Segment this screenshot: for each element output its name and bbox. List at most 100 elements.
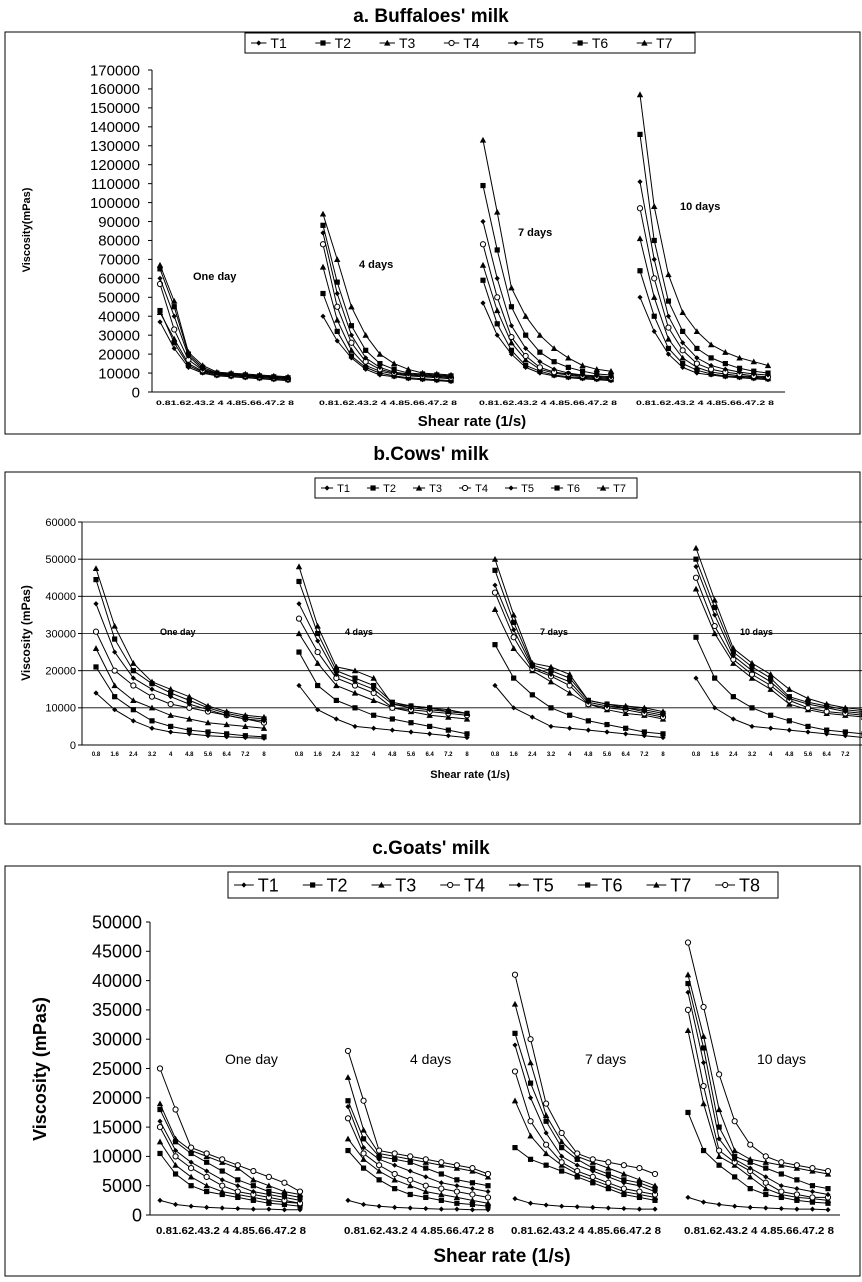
data-point-t3 [636, 235, 644, 242]
legend-label-t8: T8 [739, 875, 760, 895]
data-point-t4 [809, 1194, 816, 1201]
y-tick-label: 120000 [90, 157, 140, 174]
data-point-t6 [665, 298, 672, 304]
data-point-t7 [344, 1074, 352, 1080]
data-point-t2 [512, 1145, 518, 1151]
data-point-t5 [794, 1186, 800, 1192]
series-line-t5 [687, 992, 829, 1195]
data-point-t5 [345, 1103, 351, 1110]
x-tick-label: 5.6 [603, 752, 612, 758]
data-point-t5 [527, 1095, 534, 1101]
data-point-t2 [529, 692, 535, 698]
data-point-t6 [765, 370, 771, 376]
data-point-t1 [637, 294, 643, 300]
data-point-t4 [479, 241, 487, 248]
y-tick-label: 90000 [98, 214, 140, 231]
series-line-t4 [159, 1126, 301, 1204]
data-point-t7 [715, 1106, 723, 1113]
data-point-t3 [156, 309, 164, 316]
data-point-t8 [407, 1153, 414, 1160]
data-point-t5 [708, 362, 714, 369]
data-point-t2 [652, 1197, 658, 1203]
data-point-t1 [112, 707, 118, 713]
data-point-t7 [508, 284, 515, 291]
data-point-t8 [438, 1159, 445, 1166]
data-point-t2 [168, 723, 174, 730]
y-tick-label: 80000 [98, 233, 140, 250]
legend-label-t6: T6 [602, 875, 623, 895]
data-point-t6 [685, 980, 691, 987]
x-axis-title: Shear rate (1/s) [430, 769, 510, 781]
data-point-t6 [438, 1171, 444, 1177]
series-line-t4 [687, 1009, 828, 1198]
data-point-t7 [270, 372, 277, 379]
data-point-t5 [492, 582, 498, 588]
data-point-t6 [363, 347, 369, 353]
data-point-t7 [603, 700, 611, 707]
data-point-t4 [469, 1191, 476, 1198]
legend-label-t1: T1 [258, 875, 279, 895]
x-tick-label: 8 [465, 752, 469, 758]
data-point-t1 [320, 313, 326, 319]
data-point-t7 [167, 686, 174, 692]
series-line-t4 [482, 244, 612, 379]
data-point-t7 [651, 1182, 659, 1189]
data-point-t2 [219, 1191, 225, 1198]
group-label: 7 days [518, 227, 552, 239]
legend-label-t1: T1 [337, 483, 350, 495]
data-point-t6 [296, 578, 302, 585]
data-point-t7 [351, 667, 359, 674]
data-point-t3 [204, 719, 212, 726]
x-tick-label: 6.4 [621, 752, 630, 758]
data-point-t1 [157, 1197, 163, 1203]
group-label: One day [225, 1051, 278, 1067]
series-line-t2 [514, 1147, 656, 1201]
data-point-t7 [111, 622, 118, 629]
data-point-t1 [224, 734, 230, 740]
data-point-t1 [281, 1207, 288, 1213]
series-line-t2 [159, 310, 289, 381]
data-point-t6 [168, 690, 174, 696]
data-point-t1 [205, 733, 211, 739]
data-point-t4 [203, 1173, 210, 1181]
data-point-t2 [376, 1177, 382, 1183]
data-point-t7 [736, 354, 743, 361]
data-point-t4 [692, 574, 700, 581]
legend-label-t6: T6 [592, 35, 609, 51]
y-tick-label: 20000 [92, 1088, 142, 1108]
data-point-t5 [157, 275, 163, 281]
data-point-t7 [213, 368, 221, 375]
data-point-t5 [438, 1180, 444, 1186]
series-line-t6 [695, 559, 862, 712]
y-tick-label: 50000 [98, 290, 140, 307]
data-point-t6 [130, 668, 136, 674]
data-point-t1 [574, 1204, 580, 1210]
data-point-t2 [747, 1186, 753, 1192]
legend-label-t3: T3 [429, 483, 442, 495]
x-tick-label: 2.4 [129, 752, 138, 758]
data-point-t7 [700, 1033, 707, 1039]
data-point-t1 [652, 1206, 658, 1212]
data-point-t3 [622, 710, 629, 717]
data-point-t2 [333, 697, 339, 703]
data-point-t1 [621, 1205, 627, 1212]
data-point-t2 [660, 731, 666, 737]
group-3 [511, 971, 659, 1212]
data-point-t7 [558, 1138, 565, 1145]
data-point-t5 [652, 1188, 658, 1195]
data-point-t5 [559, 1153, 565, 1159]
y-tick-label: 30000 [98, 327, 140, 344]
data-point-t6 [621, 1177, 627, 1183]
legend-marker-t6 [554, 485, 560, 491]
data-point-t1 [749, 723, 755, 730]
data-point-t7 [665, 271, 672, 278]
legend-marker-t6 [577, 40, 583, 46]
series-line-t3 [514, 1100, 656, 1198]
data-point-t4 [522, 352, 529, 360]
data-point-t3 [767, 686, 774, 692]
data-point-t2 [712, 675, 718, 681]
data-point-t5 [423, 1174, 429, 1180]
data-point-t1 [543, 1202, 549, 1208]
data-point-t3 [130, 697, 137, 703]
data-point-t3 [223, 721, 230, 728]
